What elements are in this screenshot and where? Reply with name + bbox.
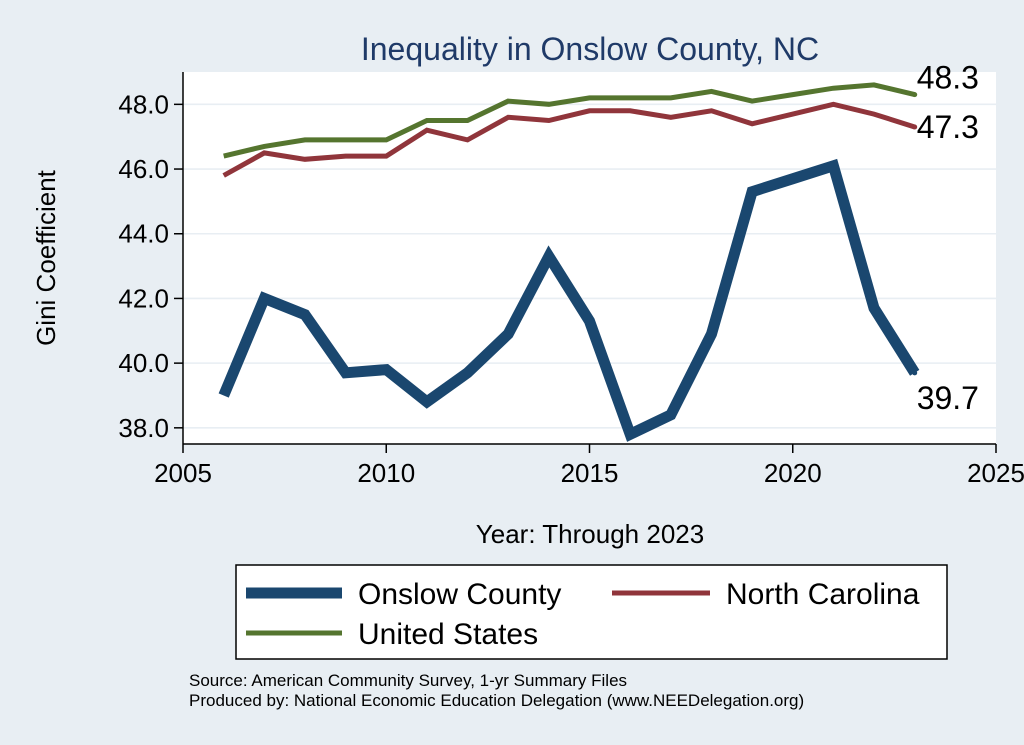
series-end-point-united-states: [912, 92, 918, 98]
y-ticks: 38.0 40.0 42.0 44.0 46.0 48.0: [118, 89, 183, 443]
producer-note: Produced by: National Economic Education…: [189, 691, 804, 710]
end-label-onslow-county: 39.7: [917, 380, 979, 416]
series-line-united-states: [223, 82, 916, 159]
end-labels: 39.7 47.3 48.3: [917, 60, 979, 416]
x-tick-label: 2005: [154, 458, 212, 488]
x-tick-label: 2020: [764, 458, 822, 488]
end-label-north-carolina: 47.3: [917, 109, 979, 145]
x-tick-label: 2025: [967, 458, 1024, 488]
x-axis-label: Year: Through 2023: [476, 519, 704, 549]
y-axis-label: Gini Coefficient: [31, 169, 61, 346]
legend-label-united-states: United States: [358, 618, 538, 651]
x-ticks: 2005 2010 2015 2020 2025: [154, 444, 1024, 488]
y-tick-label: 48.0: [118, 89, 169, 119]
gridlines: [183, 103, 996, 429]
series-line-onslow-county: [218, 158, 920, 442]
series-end-point-north-carolina: [912, 124, 918, 130]
plot-area: [183, 72, 996, 444]
y-tick-label: 46.0: [118, 154, 169, 184]
chart-title: Inequality in Onslow County, NC: [361, 31, 819, 67]
legend-label-north-carolina: North Carolina: [726, 578, 920, 611]
legend: Onslow County North Carolina United Stat…: [235, 564, 948, 660]
y-tick-label: 42.0: [118, 283, 169, 313]
y-tick-label: 40.0: [118, 348, 169, 378]
x-tick-label: 2015: [561, 458, 619, 488]
source-note: Source: American Community Survey, 1-yr …: [189, 671, 627, 690]
legend-box: [235, 564, 948, 660]
y-tick-label: 44.0: [118, 219, 169, 249]
legend-label-onslow-county: Onslow County: [358, 578, 561, 611]
x-tick-label: 2010: [357, 458, 415, 488]
y-tick-label: 38.0: [118, 413, 169, 443]
end-label-united-states: 48.3: [917, 60, 979, 96]
series-line-north-carolina: [222, 101, 916, 178]
series-end-point-onslow-county: [912, 370, 918, 376]
series-lines: [218, 82, 920, 442]
